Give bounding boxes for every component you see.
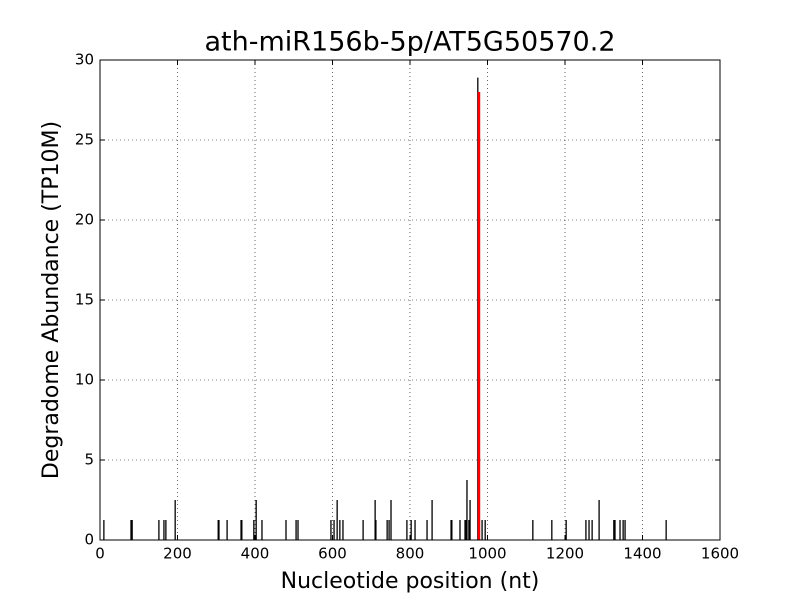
y-tick-label: 10 <box>75 371 94 389</box>
y-tick-label: 25 <box>75 131 94 149</box>
x-tick-label: 400 <box>241 545 270 563</box>
x-tick-label: 1000 <box>468 545 506 563</box>
y-tick-label: 5 <box>84 451 94 469</box>
x-tick-label: 200 <box>163 545 192 563</box>
x-tick-label: 0 <box>95 545 105 563</box>
y-tick-label: 15 <box>75 291 94 309</box>
y-tick-label: 0 <box>84 531 94 549</box>
x-tick-label: 1400 <box>623 545 661 563</box>
x-tick-label: 600 <box>318 545 347 563</box>
y-tick-label: 20 <box>75 211 94 229</box>
x-tick-label: 1600 <box>701 545 739 563</box>
x-tick-label: 1200 <box>546 545 584 563</box>
x-axis-label: Nucleotide position (nt) <box>281 569 540 594</box>
chart-title: ath-miR156b-5p/AT5G50570.2 <box>205 27 616 58</box>
y-axis-label: Degradome Abundance (TP10M) <box>39 121 64 479</box>
y-tick-label: 30 <box>75 51 94 69</box>
plot-area: 0 200 400 600 800 1000 1200 1400 1600 0 5 10 15 20 25 3… <box>75 51 739 563</box>
plot-frame <box>99 59 721 541</box>
x-tick-label: 800 <box>396 545 425 563</box>
